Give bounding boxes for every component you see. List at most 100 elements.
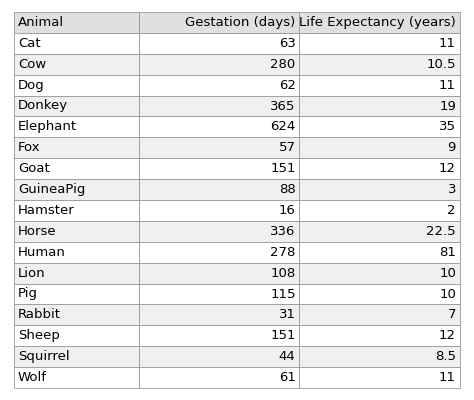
Bar [300, 284, 460, 304]
Text: 57: 57 [279, 141, 296, 154]
Bar [300, 179, 460, 200]
Text: 624: 624 [270, 120, 296, 133]
Text: 10.5: 10.5 [427, 58, 456, 71]
Text: Dog: Dog [18, 79, 45, 92]
Text: Lion: Lion [18, 267, 46, 280]
Bar [300, 75, 460, 96]
Bar [300, 304, 460, 325]
Text: Goat: Goat [18, 162, 50, 175]
Bar [139, 12, 300, 33]
Bar [14, 346, 139, 367]
Bar [300, 54, 460, 75]
Bar [139, 137, 300, 158]
Text: Sheep: Sheep [18, 329, 60, 342]
Bar [300, 33, 460, 54]
Text: 19: 19 [439, 100, 456, 112]
Bar [300, 200, 460, 221]
Text: 35: 35 [439, 120, 456, 133]
Bar [300, 263, 460, 284]
Text: 278: 278 [270, 246, 296, 259]
Text: Cat: Cat [18, 37, 41, 50]
Bar [300, 325, 460, 346]
Bar [139, 116, 300, 137]
Bar [14, 12, 139, 33]
Bar [139, 179, 300, 200]
Text: 151: 151 [270, 329, 296, 342]
Text: Human: Human [18, 246, 66, 259]
Text: Gestation (days): Gestation (days) [185, 16, 296, 29]
Text: 11: 11 [439, 37, 456, 50]
Bar [139, 54, 300, 75]
Text: 81: 81 [439, 246, 456, 259]
Bar [139, 367, 300, 388]
Bar [139, 304, 300, 325]
Text: 10: 10 [439, 267, 456, 280]
Bar [14, 54, 139, 75]
Text: Elephant: Elephant [18, 120, 77, 133]
Bar [300, 346, 460, 367]
Bar [300, 96, 460, 116]
Text: Squirrel: Squirrel [18, 350, 70, 363]
Text: Wolf: Wolf [18, 371, 47, 384]
Bar [14, 158, 139, 179]
Text: 365: 365 [270, 100, 296, 112]
Text: Pig: Pig [18, 288, 38, 300]
Text: Cow: Cow [18, 58, 46, 71]
Text: 16: 16 [279, 204, 296, 217]
Text: 63: 63 [279, 37, 296, 50]
Bar [300, 158, 460, 179]
Bar [139, 284, 300, 304]
Bar [14, 179, 139, 200]
Bar [139, 33, 300, 54]
Bar [14, 367, 139, 388]
Bar [14, 200, 139, 221]
Bar [139, 75, 300, 96]
Text: Hamster: Hamster [18, 204, 75, 217]
Bar [139, 158, 300, 179]
Text: 9: 9 [447, 141, 456, 154]
Bar [139, 346, 300, 367]
Bar [139, 263, 300, 284]
Bar [14, 263, 139, 284]
Bar [300, 137, 460, 158]
Bar [14, 325, 139, 346]
Text: 11: 11 [439, 371, 456, 384]
Bar [300, 221, 460, 242]
Bar [300, 242, 460, 263]
Text: Life Expectancy (years): Life Expectancy (years) [299, 16, 456, 29]
Text: 280: 280 [270, 58, 296, 71]
Bar [300, 367, 460, 388]
Bar [14, 116, 139, 137]
Text: 31: 31 [279, 308, 296, 321]
Text: Donkey: Donkey [18, 100, 68, 112]
Bar [14, 304, 139, 325]
Text: 61: 61 [279, 371, 296, 384]
Text: 7: 7 [447, 308, 456, 321]
Text: 22.5: 22.5 [427, 225, 456, 238]
Bar [14, 284, 139, 304]
Bar [14, 96, 139, 116]
Bar [14, 137, 139, 158]
Bar [14, 33, 139, 54]
Bar [139, 242, 300, 263]
Text: 11: 11 [439, 79, 456, 92]
Bar [300, 116, 460, 137]
Bar [139, 200, 300, 221]
Text: Rabbit: Rabbit [18, 308, 61, 321]
Text: GuineaPig: GuineaPig [18, 183, 85, 196]
Bar [139, 325, 300, 346]
Bar [139, 221, 300, 242]
Text: 2: 2 [447, 204, 456, 217]
Text: 10: 10 [439, 288, 456, 300]
Text: 151: 151 [270, 162, 296, 175]
Bar [14, 75, 139, 96]
Bar [300, 12, 460, 33]
Bar [14, 221, 139, 242]
Text: 12: 12 [439, 162, 456, 175]
Text: 12: 12 [439, 329, 456, 342]
Bar [139, 96, 300, 116]
Text: 44: 44 [279, 350, 296, 363]
Text: 88: 88 [279, 183, 296, 196]
Text: Fox: Fox [18, 141, 41, 154]
Text: 3: 3 [447, 183, 456, 196]
